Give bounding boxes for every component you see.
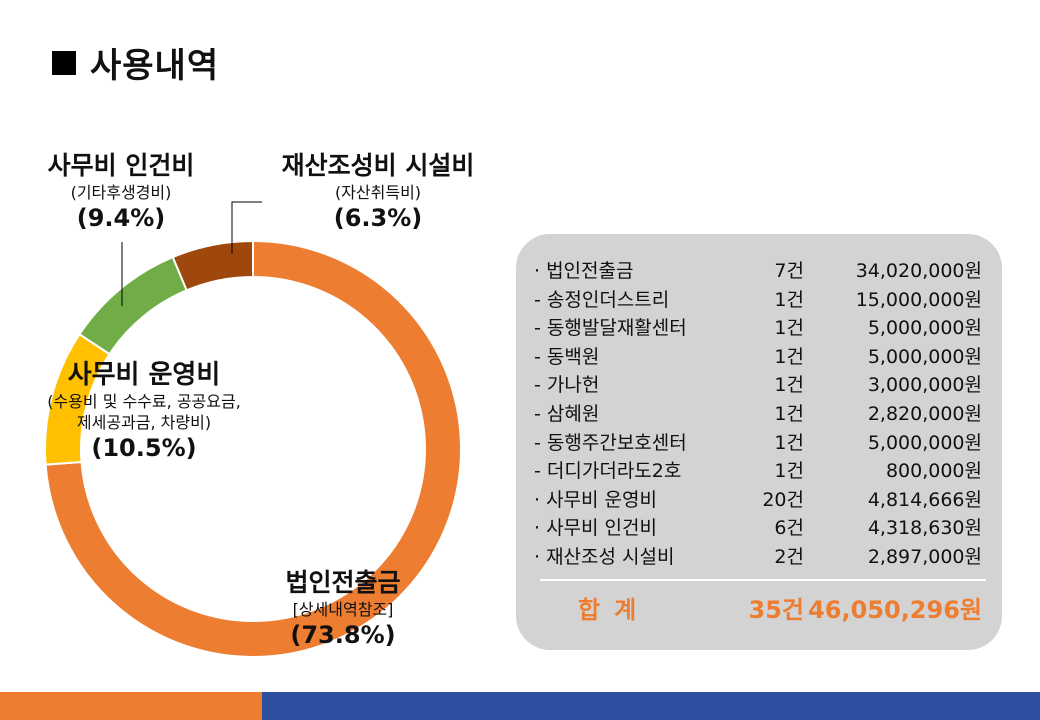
table-row: · 재산조성 시설비 2건 2,897,000원 (532, 540, 992, 569)
row-amount: 34,020,000원 (855, 260, 982, 282)
table-row: · 사무비 운영비 20건 4,814,666원 (532, 483, 992, 512)
row-name: - 동행주간보호센터 (534, 431, 687, 454)
row-name: · 사무비 운영비 (534, 488, 657, 511)
row-count: 2건 (774, 545, 804, 568)
row-count: 7건 (774, 260, 804, 282)
row-name: - 삼혜원 (534, 402, 600, 425)
row-amount: 2,820,000원 (867, 402, 982, 425)
row-amount: 5,000,000원 (867, 431, 982, 454)
table-row: - 동백원 1건 5,000,000원 (532, 340, 992, 369)
square-bullet-icon (52, 51, 76, 75)
slice-office-labor (78, 255, 188, 356)
detail-table: · 법인전출금 7건 34,020,000원 - 송정인더스트리 1건 15,000,0… (532, 254, 992, 569)
total-divider (540, 579, 986, 581)
row-name: · 법인전출금 (534, 260, 634, 282)
table-row: - 동행발달재활센터 1건 5,000,000원 (532, 311, 992, 340)
row-count: 20건 (762, 488, 804, 511)
leader-line-asset (231, 201, 262, 254)
row-count: 1건 (774, 460, 804, 483)
page-title: 사용내역 (52, 38, 219, 87)
label-corp-transfer: 법인전출금 [상세내역참조] (73.8%) (285, 568, 401, 649)
row-amount: 3,000,000원 (867, 374, 982, 397)
table-row: - 더디가더라도2호 1건 800,000원 (532, 454, 992, 483)
table-row: · 사무비 인건비 6건 4,318,630원 (532, 511, 992, 540)
row-count: 1건 (774, 345, 804, 368)
table-row: · 법인전출금 7건 34,020,000원 (532, 254, 992, 283)
row-name: - 가나헌 (534, 374, 600, 397)
row-count: 1건 (774, 374, 804, 397)
row-amount: 4,814,666원 (867, 488, 982, 511)
row-name: · 재산조성 시설비 (534, 545, 675, 568)
label-office-operations: 사무비 운영비 (수용비 및 수수료, 공공요금, 제세공과금, 차량비) (1… (47, 360, 241, 462)
table-row: - 삼혜원 1건 2,820,000원 (532, 397, 992, 426)
row-count: 1건 (774, 431, 804, 454)
footer-bar-blue (262, 692, 1040, 720)
slice-corp-transfer (44, 239, 462, 658)
table-row: - 송정인더스트리 1건 15,000,000원 (532, 283, 992, 312)
row-name: - 송정인더스트리 (534, 288, 670, 311)
row-name: - 동행발달재활센터 (534, 317, 687, 340)
row-name: · 사무비 인건비 (534, 517, 657, 540)
label-asset-facilities: 재산조성비 시설비 (자산취득비) (6.3%) (281, 151, 475, 232)
total-row: 합계 35건 46,050,296원 (578, 596, 982, 624)
table-row: - 가나헌 1건 3,000,000원 (532, 368, 992, 397)
footer-bar-orange (0, 692, 262, 720)
row-count: 1건 (774, 288, 804, 311)
row-amount: 800,000원 (885, 460, 982, 483)
table-row: - 동행주간보호센터 1건 5,000,000원 (532, 426, 992, 455)
slice-asset-facilities (171, 239, 254, 292)
row-amount: 2,897,000원 (867, 545, 982, 568)
row-count: 1건 (774, 402, 804, 425)
row-count: 6건 (774, 517, 804, 540)
row-amount: 5,000,000원 (867, 345, 982, 368)
row-amount: 15,000,000원 (855, 288, 982, 311)
row-count: 1건 (774, 317, 804, 340)
row-name: - 동백원 (534, 345, 600, 368)
label-office-labor: 사무비 인건비 (기타후생경비) (9.4%) (47, 151, 195, 232)
row-amount: 4,318,630원 (867, 517, 982, 540)
row-amount: 5,000,000원 (867, 317, 982, 340)
row-name: - 더디가더라도2호 (534, 460, 682, 483)
